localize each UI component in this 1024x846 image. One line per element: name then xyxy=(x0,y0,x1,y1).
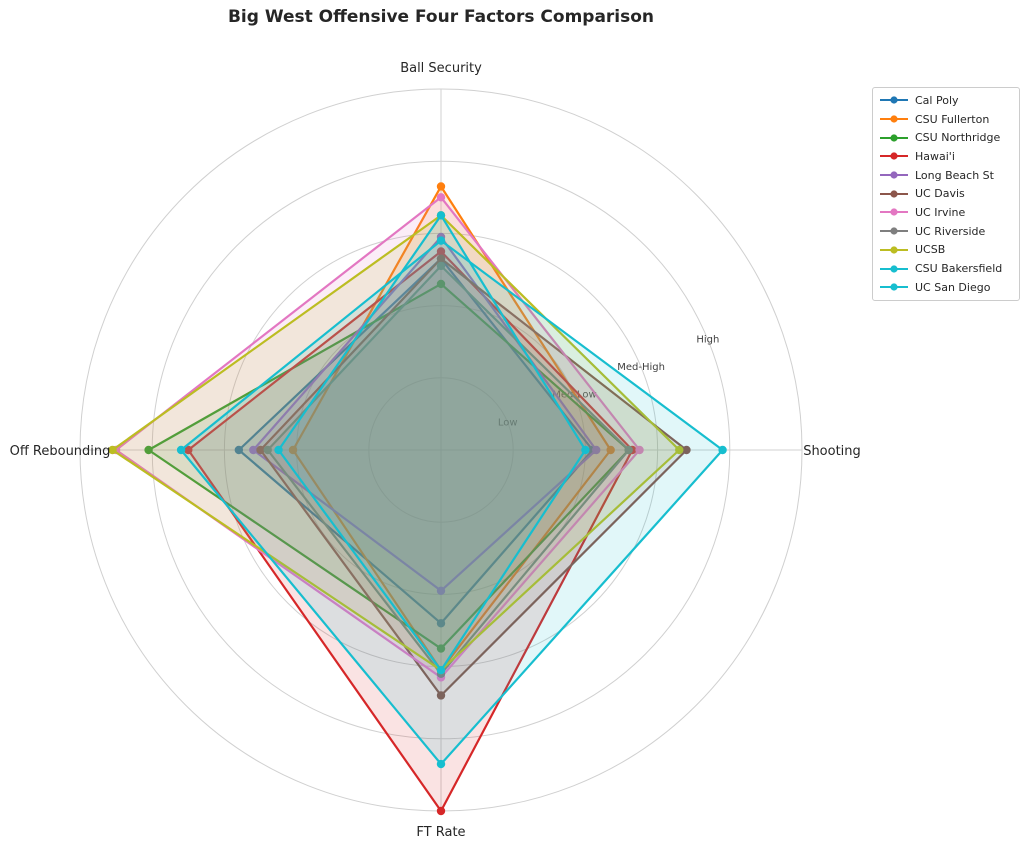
series-point xyxy=(436,806,446,816)
legend-item: UC Davis xyxy=(873,184,1019,203)
series-point xyxy=(436,586,446,595)
legend-swatch xyxy=(880,208,908,217)
series-5 xyxy=(256,254,691,700)
ring-label: Med-High xyxy=(617,362,665,373)
series-point xyxy=(436,182,446,191)
series-point xyxy=(108,445,117,455)
series-10 xyxy=(176,236,727,769)
axis-label: Off Rebounding xyxy=(10,444,111,459)
legend-item: UC San Diego xyxy=(873,278,1019,297)
series-point xyxy=(606,445,615,455)
legend-swatch xyxy=(880,96,908,104)
legend-swatch xyxy=(880,152,908,161)
legend-swatch xyxy=(880,134,908,142)
series-point xyxy=(436,759,446,769)
chart-title: Big West Offensive Four Factors Comparis… xyxy=(228,7,654,27)
legend-label: UC Riverside xyxy=(915,224,986,238)
series-point xyxy=(718,445,727,455)
legend-swatch xyxy=(880,264,908,273)
legend-item: Long Beach St xyxy=(873,166,1019,185)
legend-label: UC San Diego xyxy=(915,280,991,294)
series-point xyxy=(436,236,446,245)
series-point xyxy=(144,445,153,455)
legend-item: CSU Northridge xyxy=(873,128,1019,147)
series-point xyxy=(635,445,644,455)
legend-swatch xyxy=(880,246,908,254)
series-point xyxy=(176,445,186,455)
legend-label: UCSB xyxy=(915,243,946,257)
series-point xyxy=(436,666,446,675)
legend-label: Long Beach St xyxy=(915,168,994,182)
legend-swatch xyxy=(880,171,908,179)
series-point xyxy=(263,445,272,455)
radar-series xyxy=(108,182,727,816)
series-point xyxy=(436,619,446,628)
axis-label: FT Rate xyxy=(416,825,465,840)
series-point xyxy=(682,445,691,455)
axis-label: Ball Security xyxy=(400,61,482,76)
series-point xyxy=(436,691,446,700)
series-polygon xyxy=(179,239,724,766)
series-point xyxy=(592,445,601,455)
series-point xyxy=(436,211,446,220)
legend-item: Hawai'i xyxy=(873,147,1019,166)
series-point xyxy=(581,445,590,455)
axis-labels: Ball Security Shooting FT Rate Off Reboundi… xyxy=(10,61,861,840)
series-4 xyxy=(249,232,601,595)
series-point xyxy=(436,254,446,263)
series-9 xyxy=(274,211,590,675)
series-point xyxy=(624,445,633,455)
axis-label: Shooting xyxy=(803,444,861,459)
legend-item: CSU Fullerton xyxy=(873,110,1019,129)
legend-item: UCSB xyxy=(873,241,1019,260)
series-point xyxy=(249,445,258,455)
legend: Cal Poly CSU Fullerton CSU Northridge Hawai… xyxy=(872,87,1020,301)
series-point xyxy=(274,445,283,455)
legend-label: UC Davis xyxy=(915,187,965,201)
legend-item: UC Irvine xyxy=(873,203,1019,222)
legend-label: UC Irvine xyxy=(915,205,966,219)
series-point xyxy=(436,193,446,202)
series-point xyxy=(436,261,446,271)
legend-swatch xyxy=(880,227,908,235)
legend-label: Hawai'i xyxy=(915,149,955,163)
series-3 xyxy=(184,247,637,816)
legend-swatch xyxy=(880,283,908,291)
series-point xyxy=(234,445,244,455)
legend-label: Cal Poly xyxy=(915,93,959,107)
legend-swatch xyxy=(880,190,908,198)
legend-item: Cal Poly xyxy=(873,91,1019,110)
ring-label: High xyxy=(696,334,719,345)
legend-label: CSU Fullerton xyxy=(915,112,990,126)
series-point xyxy=(184,445,193,455)
series-point xyxy=(436,247,446,256)
series-point xyxy=(288,445,298,455)
series-point xyxy=(675,445,684,455)
legend-label: CSU Bakersfield xyxy=(915,262,1003,276)
legend-label: CSU Northridge xyxy=(915,131,1001,145)
legend-item: CSU Bakersfield xyxy=(873,259,1019,278)
series-point xyxy=(256,445,265,455)
ring-label: Low xyxy=(498,417,518,428)
series-point xyxy=(436,279,446,289)
legend-swatch xyxy=(880,115,908,123)
series-point xyxy=(436,644,446,653)
legend-item: UC Riverside xyxy=(873,222,1019,241)
